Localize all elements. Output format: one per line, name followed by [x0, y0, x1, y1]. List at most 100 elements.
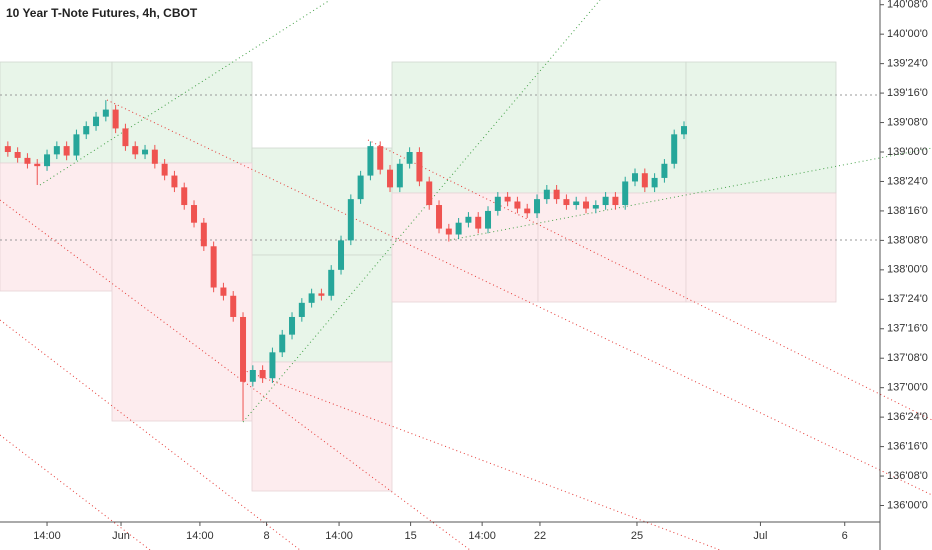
candle-body	[259, 369, 266, 379]
range-box-down	[685, 192, 837, 303]
candle-body	[475, 216, 482, 229]
candle-body	[73, 134, 80, 156]
candle-body	[671, 134, 678, 164]
x-tick-label: 22	[534, 530, 546, 542]
candle-body	[249, 369, 256, 382]
candle-body	[406, 152, 413, 164]
y-tick-label: 136'00'0	[887, 499, 928, 511]
candle-body	[494, 196, 501, 211]
candle-body	[112, 109, 119, 129]
candle-body	[142, 149, 149, 155]
x-tick-label: 14:00	[33, 530, 61, 542]
candle-body	[504, 196, 511, 202]
y-tick-label: 136'24'0	[887, 411, 928, 423]
range-box-up	[685, 61, 837, 194]
candle-body	[563, 199, 570, 206]
candle-body	[436, 205, 443, 229]
candle-body	[681, 126, 688, 135]
x-tick-label: Jun	[112, 530, 130, 542]
candle-body	[34, 163, 41, 167]
candle-body	[181, 187, 188, 206]
candle-body	[308, 293, 315, 303]
candle-body	[553, 189, 560, 200]
range-box-down	[111, 162, 253, 422]
trend-line	[367, 139, 932, 421]
range-box-down	[537, 192, 687, 303]
y-tick-label: 136'08'0	[887, 470, 928, 482]
candle-body	[338, 240, 345, 270]
y-tick-label: 137'24'0	[887, 293, 928, 305]
candle-body	[93, 116, 100, 127]
candle-body	[220, 287, 227, 296]
candles	[4, 100, 688, 421]
candle-body	[83, 126, 90, 135]
candle-body	[132, 146, 139, 155]
candle-body	[612, 196, 619, 206]
candle-body	[377, 146, 384, 170]
x-tick-label: 15	[404, 530, 416, 542]
candle-body	[387, 169, 394, 188]
candle-body	[485, 210, 492, 229]
trend-line	[242, 0, 601, 423]
candle-body	[328, 269, 335, 296]
candle-body	[191, 205, 198, 223]
candle-body	[102, 109, 109, 117]
y-tick-label: 139'00'0	[887, 146, 928, 158]
y-tick-label: 136'16'0	[887, 440, 928, 452]
x-tick-label: 8	[263, 530, 269, 542]
candle-body	[445, 228, 452, 235]
candle-body	[230, 295, 237, 317]
candle-body	[573, 201, 580, 206]
x-tick-label: 25	[631, 530, 643, 542]
candle-body	[24, 157, 31, 164]
candle-body	[289, 316, 296, 335]
candle-body	[514, 201, 521, 209]
y-tick-label: 137'16'0	[887, 323, 928, 335]
candle-body	[416, 152, 423, 182]
candle-body	[396, 163, 403, 188]
trend-line	[242, 369, 721, 550]
candle-body	[4, 146, 11, 153]
range-box-down	[0, 162, 113, 292]
chart-title: 10 Year T-Note Futures, 4h, CBOT	[6, 6, 198, 20]
candle-body	[426, 181, 433, 206]
y-tick-label: 138'24'0	[887, 175, 928, 187]
y-tick-label: 138'00'0	[887, 264, 928, 276]
candle-body	[122, 128, 129, 147]
candle-body	[534, 199, 541, 214]
candle-body	[641, 173, 648, 188]
candle-body	[367, 146, 374, 176]
x-tick-label: 14:00	[468, 530, 496, 542]
candle-body	[465, 216, 472, 223]
candle-body	[279, 334, 286, 353]
y-tick-label: 139'24'0	[887, 58, 928, 70]
candle-body	[602, 196, 609, 206]
x-tick-label: 14:00	[325, 530, 353, 542]
candle-body	[200, 222, 207, 247]
candle-body	[661, 163, 668, 178]
candle-body	[592, 205, 599, 209]
y-tick-label: 139'08'0	[887, 116, 928, 128]
candle-body	[269, 352, 276, 379]
candle-body	[63, 146, 70, 156]
candle-body	[171, 175, 178, 188]
x-tick-label: Jul	[753, 530, 767, 542]
candle-body	[318, 293, 325, 296]
candle-body	[524, 208, 531, 214]
candle-body	[357, 175, 364, 200]
candle-body	[583, 201, 590, 209]
y-tick-label: 138'16'0	[887, 205, 928, 217]
candle-body	[210, 246, 217, 288]
range-box-down	[391, 192, 539, 303]
candle-body	[632, 173, 639, 182]
trend-line	[449, 147, 932, 241]
candle-body	[44, 154, 51, 167]
trend-line	[106, 99, 932, 496]
range-box-down	[251, 361, 393, 492]
y-tick-label: 140'00'0	[887, 28, 928, 40]
y-tick-label: 140'08'0	[887, 0, 928, 11]
y-tick-label: 139'16'0	[887, 87, 928, 99]
y-tick-label: 138'08'0	[887, 234, 928, 246]
